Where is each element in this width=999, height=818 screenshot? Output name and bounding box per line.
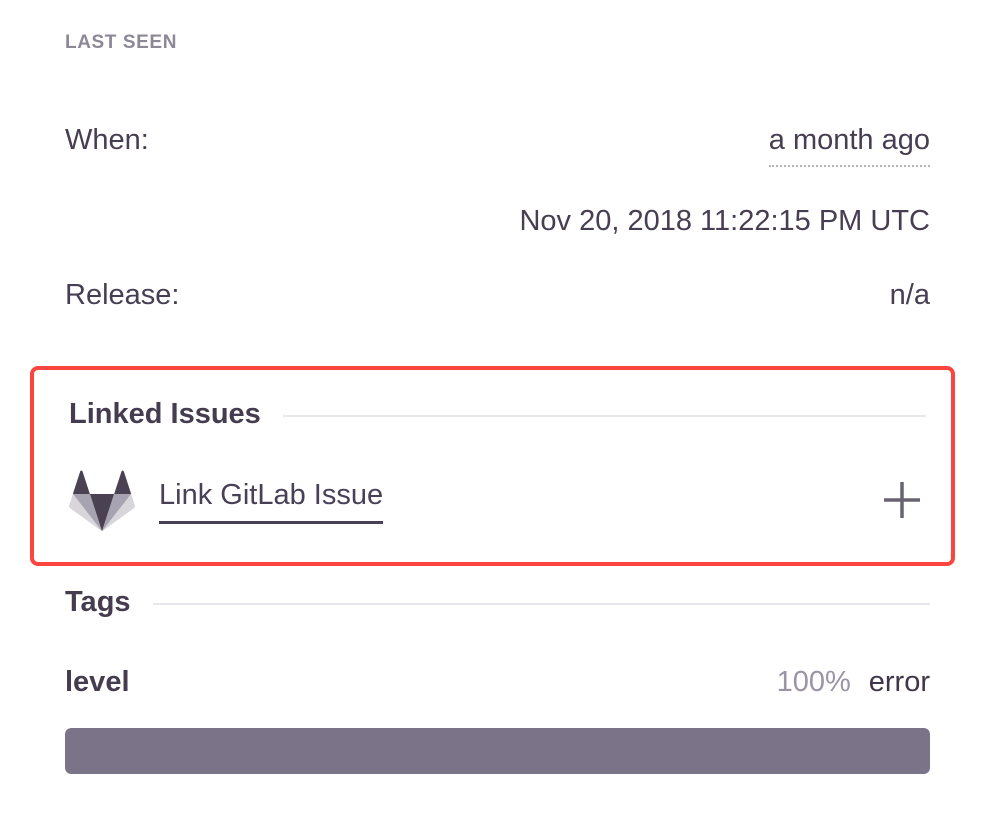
- heading-divider: [152, 603, 930, 605]
- plus-icon: [879, 477, 925, 526]
- when-row: When: a month ago: [65, 120, 930, 167]
- tag-value-error[interactable]: error: [868, 666, 930, 698]
- issue-sidebar: LAST SEEN When: a month ago Nov 20, 2018…: [30, 32, 955, 774]
- last-seen-section-label: LAST SEEN: [65, 32, 178, 53]
- heading-divider: [282, 415, 926, 417]
- last-seen-timestamp: Nov 20, 2018 11:22:15 PM UTC: [519, 205, 930, 237]
- release-label: Release:: [65, 279, 180, 311]
- tags-heading: Tags: [65, 586, 131, 618]
- timestamp-row: Nov 20, 2018 11:22:15 PM UTC: [65, 201, 930, 241]
- linked-issues-heading-row: Linked Issues: [69, 394, 926, 434]
- release-row: Release: n/a: [65, 275, 930, 315]
- add-linked-issue-button[interactable]: [878, 477, 926, 525]
- tag-percent: 100%: [776, 666, 851, 698]
- tags-heading-row: Tags: [65, 582, 930, 622]
- linked-issues-highlight-box: Linked Issues Link GitLab Issue: [30, 366, 955, 566]
- tag-distribution-bar[interactable]: [65, 728, 930, 774]
- tag-summary: 100% error: [777, 662, 930, 702]
- tag-key-level[interactable]: level: [65, 666, 130, 698]
- when-label: When:: [65, 124, 149, 156]
- gitlab-link-row: Link GitLab Issue: [69, 470, 926, 532]
- linked-issues-heading: Linked Issues: [69, 398, 261, 430]
- link-gitlab-issue-link[interactable]: Link GitLab Issue: [159, 479, 384, 524]
- when-relative-time[interactable]: a month ago: [768, 120, 930, 167]
- release-value: n/a: [889, 279, 930, 311]
- tag-distribution-bar-fill: [65, 728, 930, 774]
- tag-row-level: level 100% error: [65, 662, 930, 702]
- gitlab-tanuki-icon: [69, 470, 135, 532]
